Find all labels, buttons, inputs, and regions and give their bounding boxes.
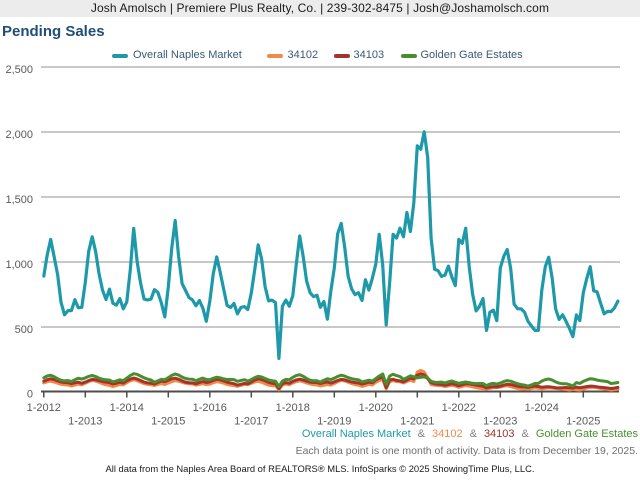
svg-text:1-2015: 1-2015: [151, 416, 185, 428]
svg-text:1-2020: 1-2020: [359, 402, 393, 414]
svg-text:1,000: 1,000: [5, 259, 33, 271]
svg-text:1,500: 1,500: [5, 194, 33, 206]
svg-text:500: 500: [15, 324, 33, 336]
svg-text:1-2014: 1-2014: [110, 402, 144, 414]
svg-text:1-2013: 1-2013: [68, 416, 102, 428]
svg-text:1-2024: 1-2024: [525, 402, 559, 414]
svg-text:0: 0: [27, 389, 33, 401]
svg-text:1-2021: 1-2021: [400, 416, 434, 428]
svg-text:1-2025: 1-2025: [566, 416, 600, 428]
svg-text:1-2016: 1-2016: [193, 402, 227, 414]
svg-text:2,500: 2,500: [5, 64, 33, 76]
svg-text:2,000: 2,000: [5, 129, 33, 141]
svg-text:1-2017: 1-2017: [234, 416, 268, 428]
svg-text:1-2012: 1-2012: [27, 402, 61, 414]
svg-text:1-2019: 1-2019: [317, 416, 351, 428]
svg-text:1-2018: 1-2018: [276, 402, 310, 414]
svg-text:1-2022: 1-2022: [442, 402, 476, 414]
svg-text:1-2023: 1-2023: [483, 416, 517, 428]
